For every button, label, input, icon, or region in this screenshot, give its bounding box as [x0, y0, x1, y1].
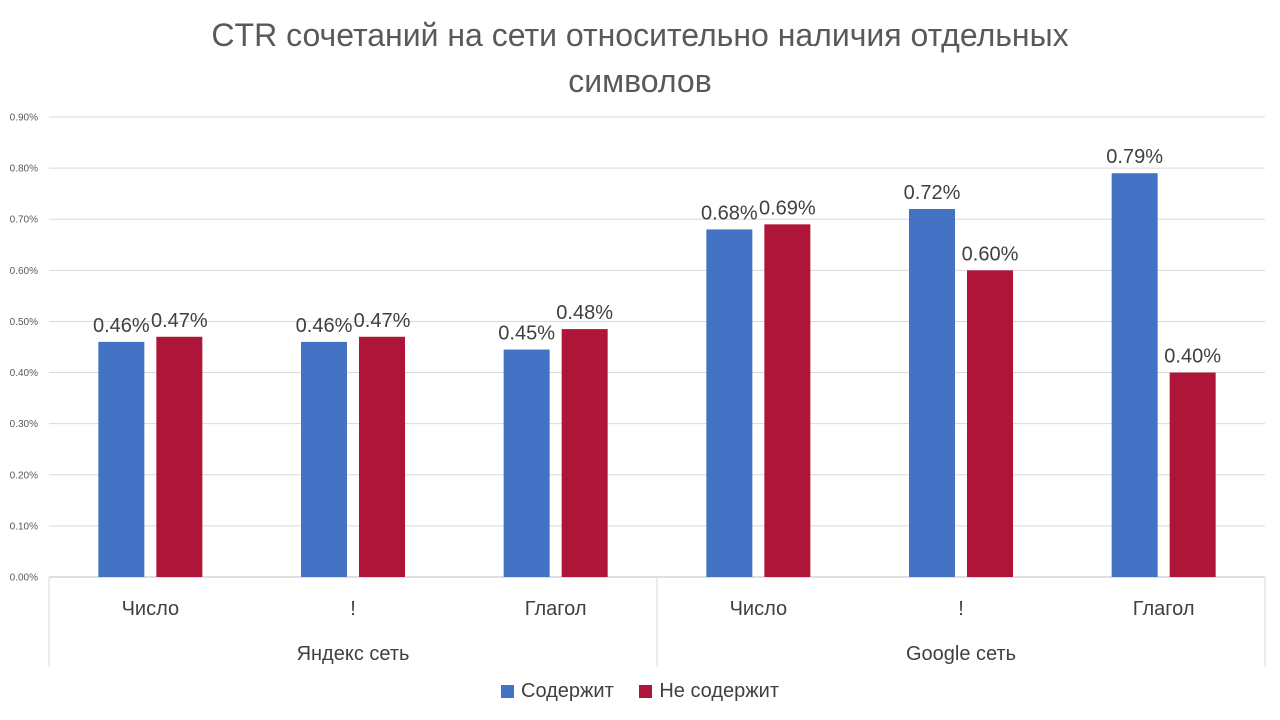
bar [909, 209, 955, 577]
chart-title: CTR сочетаний на сети относительно налич… [0, 12, 1280, 104]
chart-title-line-2: символов [568, 63, 712, 99]
data-label: 0.46% [296, 315, 353, 337]
data-label: 0.47% [354, 310, 411, 332]
bar [98, 341, 145, 577]
data-label: 0.69% [759, 197, 816, 219]
data-label: 0.46% [93, 315, 150, 337]
x-category-label: Число [730, 598, 788, 620]
x-category-label: ! [350, 598, 356, 620]
data-label: 0.68% [701, 202, 758, 224]
bar [967, 270, 1013, 577]
legend-label-series-1: Содержит [521, 680, 614, 702]
bar [156, 336, 203, 577]
legend-item-series-1: Содержит [501, 680, 614, 703]
x-category-label: Глагол [525, 598, 587, 620]
y-tick-label: 0.40% [10, 368, 38, 379]
data-label: 0.48% [556, 302, 613, 324]
data-label: 0.60% [962, 243, 1019, 265]
data-label: 0.45% [498, 323, 555, 345]
y-tick-label: 0.50% [10, 317, 38, 328]
bar [764, 224, 811, 578]
bar [1111, 173, 1158, 577]
data-label: 0.47% [151, 310, 208, 332]
y-tick-label: 0.90% [10, 113, 38, 124]
y-tick-label: 0.10% [10, 521, 38, 532]
bar [503, 349, 550, 577]
bar [359, 336, 405, 577]
y-tick-label: 0.00% [10, 573, 38, 584]
y-tick-label: 0.30% [10, 419, 38, 430]
data-label: 0.79% [1106, 146, 1163, 168]
x-group-label: Google сеть [906, 643, 1016, 665]
x-group-label: Яндекс сеть [297, 643, 410, 665]
data-label: 0.72% [904, 182, 961, 204]
legend-swatch-series-1 [501, 685, 514, 698]
data-label: 0.40% [1164, 346, 1221, 368]
y-tick-label: 0.20% [10, 470, 38, 481]
y-tick-label: 0.80% [10, 164, 38, 175]
x-category-label: Глагол [1133, 598, 1195, 620]
bar [301, 341, 347, 577]
chart-title-line-1: CTR сочетаний на сети относительно налич… [211, 17, 1069, 53]
bar [706, 229, 753, 577]
y-tick-label: 0.70% [10, 215, 38, 226]
bar [561, 329, 608, 577]
bar [1169, 372, 1216, 577]
legend-item-series-2: Не содержит [639, 680, 779, 703]
legend-label-series-2: Не содержит [659, 680, 779, 702]
x-category-label: Число [122, 598, 180, 620]
legend-swatch-series-2 [639, 685, 653, 698]
x-category-label: ! [958, 598, 964, 620]
chart-legend: Содержит Не содержит [0, 680, 1280, 704]
y-tick-label: 0.60% [10, 266, 38, 277]
